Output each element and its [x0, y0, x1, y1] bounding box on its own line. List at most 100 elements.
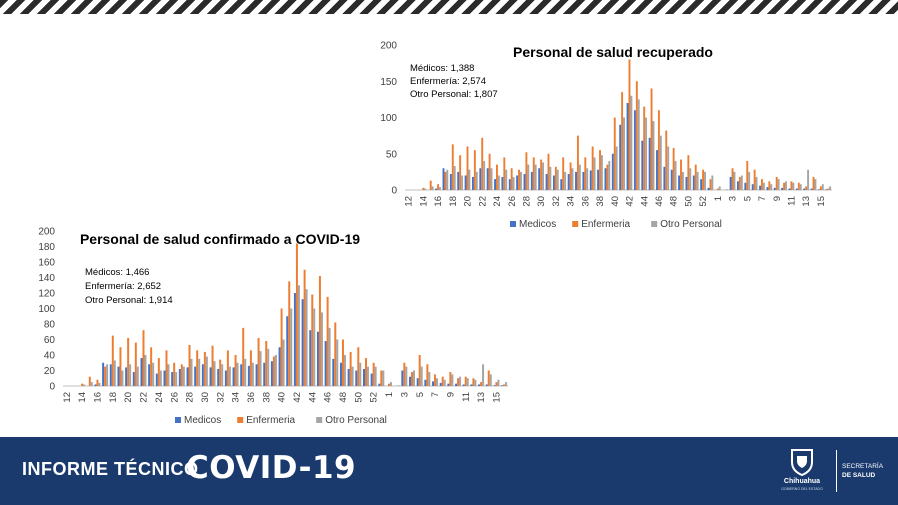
bar-otro-personal — [313, 308, 316, 386]
x-tick-label: 40 — [610, 196, 621, 207]
bar-otro-personal — [762, 182, 765, 190]
bar-otro-personal — [251, 362, 254, 386]
x-tick-label: 14 — [77, 392, 88, 403]
bar-enfermeria — [716, 188, 719, 190]
bar-otro-personal — [748, 171, 751, 191]
x-tick-label: 46 — [654, 196, 665, 207]
bar-enfermeria — [457, 378, 460, 386]
bar-enfermeria — [444, 171, 447, 191]
bar-medicos — [94, 384, 97, 386]
bar-enfermeria — [196, 350, 199, 386]
x-tick-label: 26 — [169, 392, 180, 403]
bar-enfermeria — [203, 351, 206, 386]
bar-otro-personal — [90, 382, 93, 387]
bar-enfermeria — [334, 322, 337, 386]
bar-medicos — [582, 171, 585, 191]
bar-enfermeria — [480, 382, 483, 387]
bar-enfermeria — [249, 350, 252, 386]
bar-medicos — [781, 187, 784, 190]
legend-label: Enfermeria — [581, 219, 630, 230]
x-tick-label: 3 — [728, 196, 739, 201]
bar-enfermeria — [295, 243, 298, 386]
x-tick-label: 11 — [461, 392, 472, 402]
bar-otro-personal — [556, 169, 559, 190]
x-tick-label: 38 — [595, 196, 606, 207]
bar-enfermeria — [288, 281, 291, 387]
bar-otro-personal — [236, 362, 239, 386]
bar-medicos — [485, 384, 488, 386]
bar-medicos — [462, 384, 465, 386]
x-tick-label: 12 — [404, 196, 415, 207]
chart-annotation: Otro Personal: 1,914 — [85, 295, 173, 306]
bar-medicos — [567, 174, 570, 190]
bar-medicos — [508, 179, 511, 191]
bar-enfermeria — [488, 153, 491, 190]
bar-otro-personal — [405, 366, 408, 387]
x-tick-label: 52 — [698, 196, 709, 207]
x-tick-label: 7 — [430, 392, 441, 397]
bar-otro-personal — [785, 181, 787, 190]
bar-enfermeria — [234, 355, 237, 386]
bar-otro-personal — [136, 366, 139, 387]
bar-enfermeria — [265, 341, 268, 386]
bar-medicos — [494, 179, 496, 191]
bar-enfermeria — [272, 356, 275, 386]
legend-swatch — [572, 221, 579, 227]
bar-enfermeria — [341, 339, 344, 386]
bar-enfermeria — [464, 376, 467, 386]
y-tick-label: 200 — [380, 41, 397, 52]
x-tick-label: 42 — [292, 392, 303, 403]
bar-enfermeria — [180, 364, 183, 386]
secretaria-label: SECRETARÍA DE SALUD — [842, 462, 894, 480]
bar-otro-personal — [274, 355, 277, 386]
x-tick-label: 16 — [433, 196, 444, 207]
footer-divider — [836, 450, 837, 492]
bar-medicos — [560, 179, 563, 191]
bar-medicos — [270, 361, 273, 386]
bar-medicos — [286, 316, 289, 386]
x-tick-label: 32 — [551, 196, 562, 207]
bar-medicos — [449, 174, 452, 190]
bar-otro-personal — [799, 184, 802, 190]
bar-enfermeria — [503, 384, 506, 386]
bar-medicos — [240, 364, 243, 386]
x-tick-label: 24 — [154, 392, 165, 403]
y-tick-label: 40 — [44, 351, 56, 362]
bar-otro-personal — [505, 169, 508, 190]
bar-otro-personal — [446, 169, 449, 190]
bar-enfermeria — [429, 180, 432, 190]
x-tick-label: 38 — [261, 392, 272, 403]
legend-swatch — [316, 417, 323, 423]
bar-medicos — [309, 330, 312, 386]
bar-enfermeria — [441, 376, 444, 386]
bar-enfermeria — [518, 169, 520, 190]
bar-enfermeria — [680, 159, 682, 190]
bar-otro-personal — [436, 378, 439, 386]
bar-enfermeria — [119, 347, 122, 386]
logo-subtext: GOBIERNO DEL ESTADO — [781, 487, 823, 491]
bar-medicos — [217, 368, 220, 386]
bar-enfermeria — [219, 359, 222, 386]
bar-enfermeria — [380, 370, 383, 386]
bar-enfermeria — [473, 150, 476, 191]
bar-otro-personal — [297, 285, 300, 386]
bar-medicos — [163, 370, 166, 386]
bar-medicos — [263, 362, 266, 386]
legend-swatch — [510, 221, 516, 227]
bar-otro-personal — [564, 171, 567, 191]
bar-otro-personal — [777, 179, 780, 191]
bar-otro-personal — [106, 364, 109, 386]
secretaria-line2: DE SALUD — [842, 472, 876, 479]
bar-enfermeria — [761, 179, 763, 191]
bar-otro-personal — [534, 164, 537, 191]
bar-enfermeria — [709, 179, 712, 191]
logo-text: Chihuahua — [783, 478, 821, 485]
bar-otro-personal — [424, 188, 427, 190]
bar-otro-personal — [453, 166, 456, 190]
bar-medicos — [773, 187, 776, 190]
bar-medicos — [470, 384, 473, 386]
chart-title: Personal de salud confirmado a COVID-19 — [80, 231, 360, 247]
bar-enfermeria — [280, 308, 283, 386]
chihuahua-logo: Chihuahua GOBIERNO DEL ESTADO — [770, 448, 834, 494]
bar-medicos — [102, 362, 105, 386]
